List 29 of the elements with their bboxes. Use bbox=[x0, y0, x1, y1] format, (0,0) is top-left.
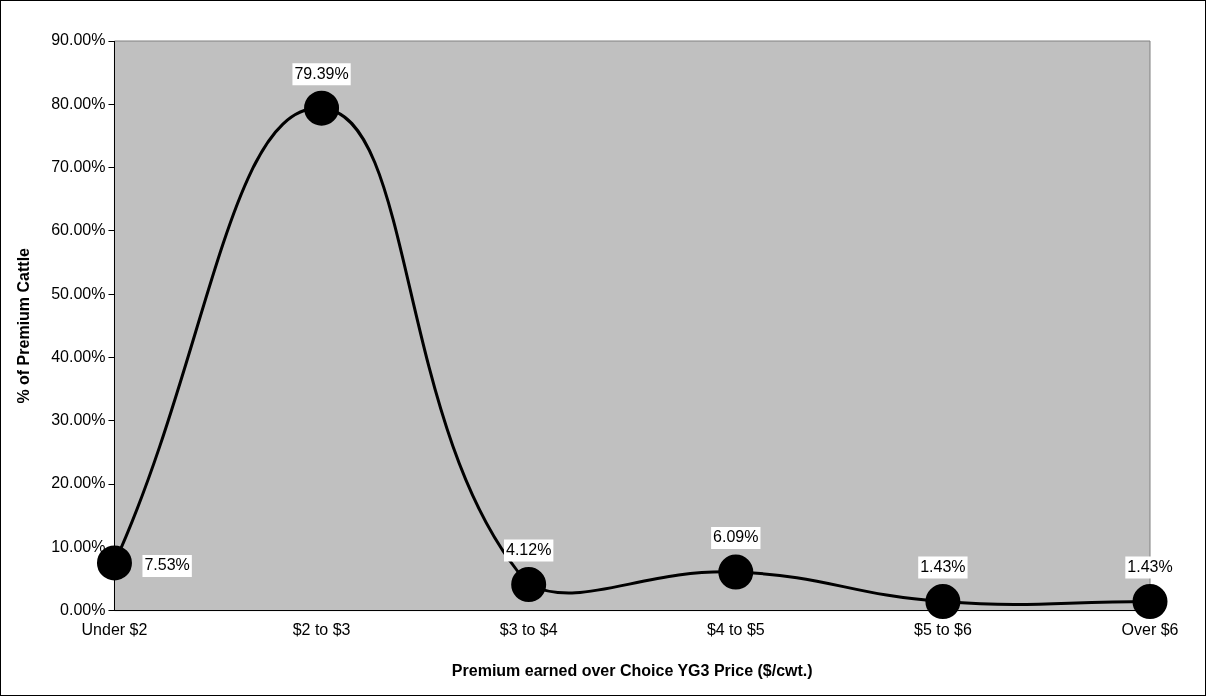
y-tick-label: 50.00% bbox=[51, 284, 106, 302]
point bbox=[718, 554, 754, 590]
y-tick-label: 90.00% bbox=[51, 31, 106, 49]
y-tick-label: 70.00% bbox=[51, 157, 106, 175]
point bbox=[1132, 584, 1168, 620]
x-tick-label: Under $2 bbox=[81, 620, 148, 638]
text: 1.43% bbox=[1127, 557, 1173, 575]
point bbox=[925, 584, 961, 620]
y-tick-label: 30.00% bbox=[51, 411, 106, 429]
x-tick-label: $5 to $6 bbox=[913, 620, 972, 638]
y-tick-label: 80.00% bbox=[51, 94, 106, 112]
x-tick-label: $2 to $3 bbox=[292, 620, 351, 638]
text: 4.12% bbox=[505, 540, 552, 558]
x-tick-label: $3 to $4 bbox=[499, 620, 558, 638]
text: 6.09% bbox=[713, 528, 759, 546]
point bbox=[304, 90, 340, 126]
y-tick-label: 20.00% bbox=[51, 474, 106, 492]
y-axis-title: % of Premium Cattle bbox=[15, 247, 33, 404]
y-tick-label: 60.00% bbox=[51, 221, 106, 239]
text: 7.53% bbox=[144, 556, 190, 574]
point bbox=[511, 567, 547, 603]
text: 79.39% bbox=[294, 64, 349, 82]
y-tick-label: 0.00% bbox=[60, 601, 106, 619]
x-tick-label: $4 to $5 bbox=[706, 620, 765, 638]
x-tick-label: Over $6 bbox=[1121, 620, 1179, 638]
text: 1.43% bbox=[920, 557, 966, 575]
y-tick-label: 40.00% bbox=[51, 347, 106, 365]
x-axis-title: Premium earned over Choice YG3 Price ($/cwt.) bbox=[451, 661, 813, 679]
y-tick-label: 10.00% bbox=[51, 537, 106, 555]
